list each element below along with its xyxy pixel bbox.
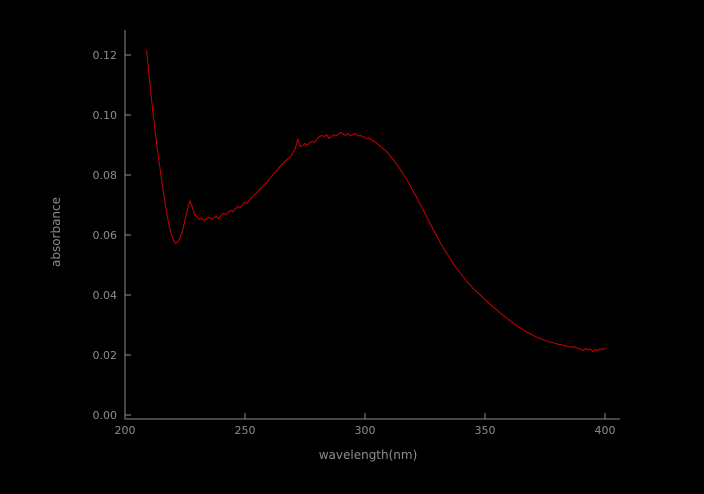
y-tick-label: 0.02 [93, 349, 118, 362]
x-tick-label: 250 [235, 424, 256, 437]
y-tick-label: 0.12 [93, 49, 118, 62]
y-tick-label: 0.10 [93, 109, 118, 122]
x-tick-label: 350 [475, 424, 496, 437]
y-tick-label: 0.08 [93, 169, 118, 182]
axis-border [124, 30, 620, 420]
y-tick-label: 0.06 [93, 229, 118, 242]
x-tick-label: 200 [115, 424, 136, 437]
spectrum-line [146, 50, 606, 352]
x-tick-label: 300 [355, 424, 376, 437]
y-tick-label: 0.04 [93, 289, 118, 302]
x-tick-label: 400 [595, 424, 616, 437]
y-axis-label: absorbance [49, 196, 63, 268]
x-axis-label: wavelength(nm) [318, 448, 418, 462]
y-tick-label: 0.00 [93, 409, 118, 422]
